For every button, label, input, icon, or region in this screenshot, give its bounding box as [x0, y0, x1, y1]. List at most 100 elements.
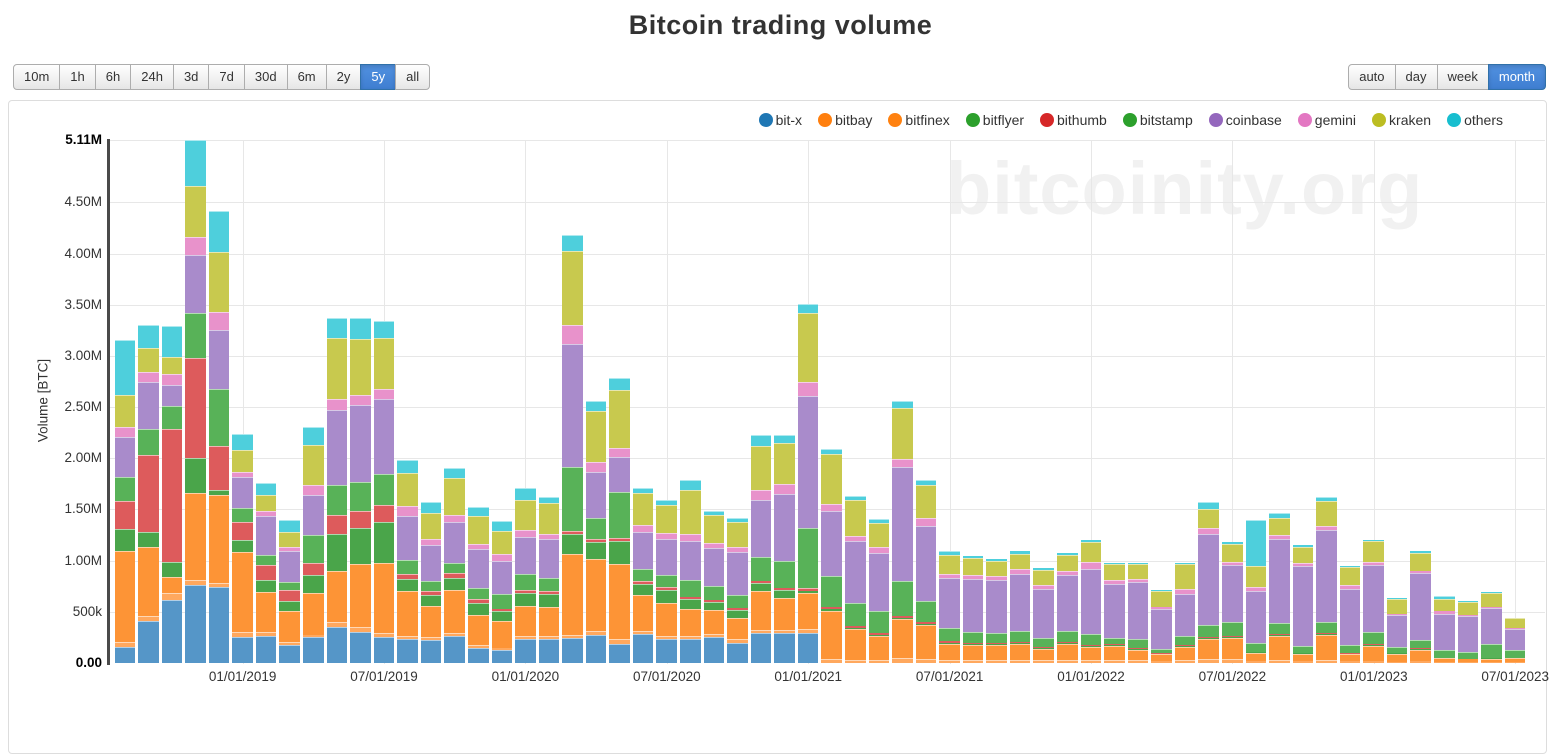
bar-2022-04[interactable] — [1151, 590, 1172, 663]
segment-gemini[interactable] — [162, 374, 183, 384]
bar-2019-04[interactable] — [303, 427, 324, 663]
segment-bitstamp[interactable] — [327, 485, 348, 515]
segment-bitfinex[interactable] — [986, 645, 1007, 660]
legend-item-gemini[interactable]: gemini — [1298, 112, 1356, 128]
bar-2021-02[interactable] — [821, 449, 842, 663]
bar-2019-03[interactable] — [279, 520, 300, 663]
bar-2018-11[interactable] — [185, 140, 206, 663]
segment-coinbase[interactable] — [869, 553, 890, 611]
legend-item-bitflyer[interactable]: bitflyer — [966, 112, 1024, 128]
range-all-button[interactable]: all — [395, 64, 430, 90]
segment-bitbay[interactable] — [869, 660, 890, 663]
segment-bithumb[interactable] — [138, 455, 159, 532]
segment-gemini[interactable] — [327, 399, 348, 410]
segment-kraken[interactable] — [1316, 501, 1337, 526]
segment-others[interactable] — [162, 326, 183, 357]
segment-coinbase[interactable] — [1081, 569, 1102, 635]
segment-kraken[interactable] — [939, 555, 960, 574]
segment-bitfinex[interactable] — [821, 611, 842, 659]
segment-bitstamp[interactable] — [374, 474, 395, 506]
segment-kraken[interactable] — [1081, 542, 1102, 561]
segment-kraken[interactable] — [892, 408, 913, 459]
segment-kraken[interactable] — [562, 251, 583, 326]
segment-bitflyer[interactable] — [680, 599, 701, 609]
segment-bitstamp[interactable] — [1363, 632, 1384, 644]
segment-bitbay[interactable] — [986, 660, 1007, 663]
bar-2020-12[interactable] — [774, 435, 795, 663]
segment-kraken[interactable] — [444, 478, 465, 515]
segment-kraken[interactable] — [350, 339, 371, 395]
segment-bitstamp[interactable] — [185, 313, 206, 358]
segment-others[interactable] — [209, 211, 230, 252]
segment-bit-x[interactable] — [680, 639, 701, 663]
segment-bitfinex[interactable] — [727, 618, 748, 639]
segment-coinbase[interactable] — [656, 539, 677, 575]
segment-kraken[interactable] — [209, 252, 230, 312]
segment-bithumb[interactable] — [350, 511, 371, 528]
segment-coinbase[interactable] — [1104, 584, 1125, 638]
segment-bitflyer[interactable] — [279, 601, 300, 611]
segment-gemini[interactable] — [774, 484, 795, 494]
segment-kraken[interactable] — [656, 505, 677, 533]
segment-bitstamp[interactable] — [256, 555, 277, 565]
legend-item-bitstamp[interactable]: bitstamp — [1123, 112, 1193, 128]
segment-bit-x[interactable] — [115, 647, 136, 663]
segment-bitstamp[interactable] — [727, 595, 748, 607]
bar-2023-06[interactable] — [1481, 592, 1502, 663]
segment-others[interactable] — [279, 520, 300, 532]
segment-bitstamp[interactable] — [963, 632, 984, 642]
segment-bitfinex[interactable] — [963, 645, 984, 660]
segment-bit-x[interactable] — [656, 639, 677, 663]
bar-2020-11[interactable] — [751, 435, 772, 663]
segment-gemini[interactable] — [350, 395, 371, 405]
segment-bitstamp[interactable] — [232, 508, 253, 521]
segment-bitfinex[interactable] — [374, 563, 395, 634]
segment-bitstamp[interactable] — [138, 429, 159, 456]
segment-kraken[interactable] — [1104, 564, 1125, 580]
segment-coinbase[interactable] — [138, 382, 159, 429]
legend-item-others[interactable]: others — [1447, 112, 1503, 128]
segment-bitfinex[interactable] — [751, 591, 772, 630]
segment-bitstamp[interactable] — [680, 580, 701, 596]
granularity-week-button[interactable]: week — [1437, 64, 1489, 90]
segment-kraken[interactable] — [821, 454, 842, 504]
bar-2019-09[interactable] — [421, 502, 442, 663]
bar-2022-08[interactable] — [1246, 520, 1267, 663]
segment-bit-x[interactable] — [397, 639, 418, 663]
segment-coinbase[interactable] — [1057, 575, 1078, 631]
segment-gemini[interactable] — [892, 459, 913, 466]
bar-2022-06[interactable] — [1198, 502, 1219, 663]
segment-bitstamp[interactable] — [492, 594, 513, 608]
segment-coinbase[interactable] — [1175, 594, 1196, 636]
segment-bitbay[interactable] — [1128, 660, 1149, 663]
segment-bitstamp[interactable] — [1434, 650, 1455, 657]
segment-bitfinex[interactable] — [916, 625, 937, 659]
segment-kraken[interactable] — [256, 495, 277, 510]
segment-bit-x[interactable] — [256, 636, 277, 663]
segment-bitfinex[interactable] — [704, 610, 725, 635]
segment-bitstamp[interactable] — [633, 569, 654, 581]
segment-bitfinex[interactable] — [138, 547, 159, 616]
bar-2019-02[interactable] — [256, 483, 277, 663]
segment-coinbase[interactable] — [115, 437, 136, 477]
segment-bitflyer[interactable] — [468, 603, 489, 615]
segment-bitbay[interactable] — [1481, 662, 1502, 663]
segment-bitfinex[interactable] — [680, 609, 701, 637]
segment-bitflyer[interactable] — [421, 595, 442, 605]
segment-bitfinex[interactable] — [1151, 654, 1172, 661]
range-1h-button[interactable]: 1h — [59, 64, 95, 90]
segment-coinbase[interactable] — [1269, 539, 1290, 623]
segment-bitflyer[interactable] — [374, 522, 395, 563]
segment-bitfinex[interactable] — [1387, 654, 1408, 662]
segment-bit-x[interactable] — [515, 639, 536, 663]
segment-bitstamp[interactable] — [1316, 622, 1337, 633]
segment-bit-x[interactable] — [492, 650, 513, 663]
segment-bitbay[interactable] — [1010, 660, 1031, 663]
segment-bitstamp[interactable] — [1269, 623, 1290, 634]
segment-kraken[interactable] — [515, 500, 536, 530]
segment-kraken[interactable] — [1269, 518, 1290, 535]
bar-2019-07[interactable] — [374, 321, 395, 663]
segment-bithumb[interactable] — [232, 522, 253, 540]
segment-coinbase[interactable] — [468, 549, 489, 588]
segment-coinbase[interactable] — [1458, 616, 1479, 652]
